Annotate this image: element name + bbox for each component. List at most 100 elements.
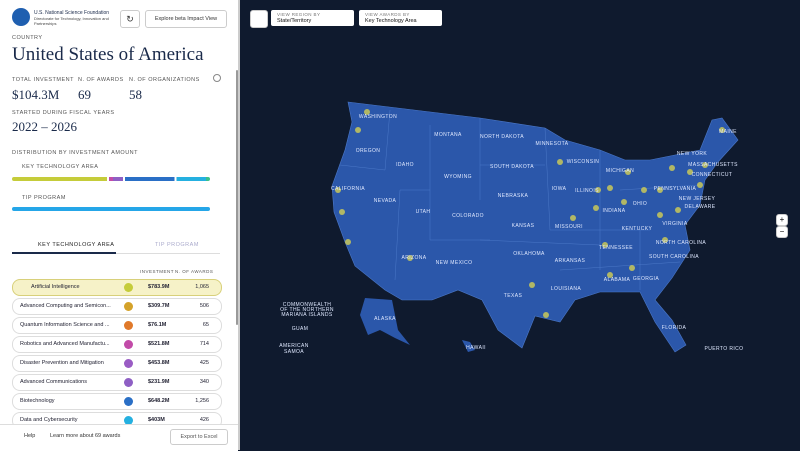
- years-label: STARTED DURING FISCAL YEARS: [12, 110, 115, 116]
- state-label: TEXAS: [504, 293, 523, 299]
- region-select[interactable]: VIEW REGION BY State/Territory: [271, 10, 354, 26]
- state-label: AMERICAN: [279, 343, 309, 349]
- tab-underline: [12, 252, 116, 254]
- row-awards: 1,256: [195, 398, 209, 404]
- us-mainland[interactable]: [331, 101, 739, 353]
- row-investment: $231.9M: [148, 379, 170, 385]
- row-awards: 1,065: [195, 284, 209, 290]
- scrollbar[interactable]: [236, 70, 238, 325]
- beta-button[interactable]: Explore beta Impact View: [145, 10, 227, 28]
- table-row[interactable]: Advanced Computing and Semicon... $309.7M…: [12, 298, 222, 315]
- column-header: INVESTMENT: [140, 269, 175, 274]
- state-label: OHIO: [633, 201, 647, 207]
- state-label: NEBRASKA: [498, 193, 529, 199]
- state-label: ARIZONA: [401, 255, 426, 261]
- help-link[interactable]: Help: [24, 433, 36, 439]
- state-label: MICHIGAN: [606, 168, 634, 174]
- row-investment: $783.9M: [148, 284, 170, 290]
- select-value: State/Territory: [277, 18, 312, 24]
- key-tech-label: KEY TECHNOLOGY AREA: [22, 164, 99, 170]
- alaska[interactable]: [360, 298, 410, 345]
- row-name: Data and Cybersecurity: [20, 417, 78, 423]
- state-label: GEORGIA: [633, 276, 659, 282]
- state-label: CONNECTICUT: [692, 172, 733, 178]
- table-row[interactable]: Quantum Information Science and ... $76.1…: [12, 317, 222, 334]
- column-header: N. OF AWARDS: [175, 269, 214, 274]
- row-swatch: [124, 340, 133, 349]
- side-panel: U.S. National Science Foundation Directo…: [0, 0, 240, 451]
- state-label: COLORADO: [452, 213, 484, 219]
- row-awards: 426: [199, 417, 209, 423]
- zoom-in[interactable]: +: [776, 214, 788, 226]
- state-label: TENNESSEE: [599, 245, 633, 251]
- learn-more-link[interactable]: Learn more about 69 awards: [50, 433, 121, 439]
- state-label: NEVADA: [374, 198, 397, 204]
- state-label: SOUTH CAROLINA: [649, 254, 699, 260]
- table-row[interactable]: Robotics and Advanced Manufactu... $521.8…: [12, 336, 222, 353]
- state-label: MINNESOTA: [536, 141, 569, 147]
- row-awards: 714: [199, 341, 209, 347]
- zoom-out[interactable]: −: [776, 226, 788, 238]
- hawaii[interactable]: [462, 340, 475, 352]
- row-name: Quantum Information Science and ...: [20, 322, 110, 328]
- stat-label: N. OF AWARDS: [78, 77, 124, 83]
- export-button[interactable]: Export to Excel: [170, 429, 228, 445]
- stat-label: TOTAL INVESTMENT: [12, 77, 74, 83]
- row-swatch: [124, 302, 133, 311]
- tab[interactable]: KEY TECHNOLOGY AREA: [38, 242, 115, 248]
- state-label: DELAWARE: [685, 204, 716, 210]
- state-label: MASSACHUSETTS: [688, 162, 738, 168]
- table-row[interactable]: Artificial Intelligence $783.9M 1,065: [12, 279, 222, 296]
- state-label: NORTH CAROLINA: [656, 240, 707, 246]
- tip-bar: [12, 207, 210, 211]
- state-label: WASHINGTON: [359, 114, 397, 120]
- org-name: U.S. National Science Foundation: [34, 10, 110, 16]
- state-label: OREGON: [356, 148, 381, 154]
- state-label: INDIANA: [602, 208, 625, 214]
- tab[interactable]: TIP PROGRAM: [155, 242, 199, 248]
- table-row[interactable]: Advanced Communications $231.9M 340: [12, 374, 222, 391]
- state-label: SOUTH DAKOTA: [490, 164, 534, 170]
- state-label: IOWA: [552, 186, 567, 192]
- row-investment: $648.2M: [148, 398, 170, 404]
- state-label: MARIANA ISLANDS: [281, 312, 333, 318]
- country-label: COUNTRY: [12, 35, 43, 41]
- state-label: WISCONSIN: [567, 159, 600, 165]
- state-label: ILLINOIS: [575, 188, 599, 194]
- state-label: MONTANA: [434, 132, 462, 138]
- state-label: OF THE NORTHERN: [280, 307, 334, 313]
- row-awards: 425: [199, 360, 209, 366]
- row-investment: $453.8M: [148, 360, 170, 366]
- row-investment: $76.1M: [148, 322, 167, 328]
- country: United States of America: [12, 44, 204, 65]
- row-name: Advanced Computing and Semicon...: [20, 303, 111, 309]
- select-label: VIEW REGION BY: [277, 12, 321, 17]
- select-label: VIEW AWARDS BY: [365, 12, 410, 17]
- state-label: ARKANSAS: [555, 258, 586, 264]
- award-markers: [335, 109, 725, 318]
- state-label: COMMONWEALTH: [283, 302, 332, 308]
- state-label: IDAHO: [396, 162, 414, 168]
- awards-select[interactable]: VIEW AWARDS BY Key Technology Area: [359, 10, 442, 26]
- stat-value: 69: [78, 87, 91, 102]
- table-row[interactable]: Biotechnology $648.2M 1,256: [12, 393, 222, 410]
- distribution-label: DISTRIBUTION BY INVESTMENT AMOUNT: [12, 150, 139, 156]
- map: WASHINGTON OREGON IDAHO MONTANA NORTH DAKOTA…: [279, 101, 744, 355]
- state-label: PUERTO RICO: [705, 346, 744, 352]
- table-row[interactable]: Disaster Prevention and Mitigation $453.8…: [12, 355, 222, 372]
- reset-button[interactable]: ↻: [120, 10, 140, 28]
- state-label: WYOMING: [444, 174, 472, 180]
- select-value: Key Technology Area: [365, 18, 417, 24]
- row-name: Artificial Intelligence: [31, 284, 80, 290]
- tab-divider: [116, 253, 220, 254]
- row-name: Robotics and Advanced Manufactu...: [20, 341, 110, 347]
- search-button[interactable]: [250, 10, 268, 28]
- info-icon[interactable]: [213, 74, 221, 82]
- row-name: Advanced Communications: [20, 379, 87, 385]
- state-label: HAWAII: [466, 345, 486, 351]
- row-investment: $521.8M: [148, 341, 170, 347]
- state-label: ALASKA: [374, 316, 396, 322]
- row-swatch: [124, 283, 133, 292]
- row-awards: 65: [202, 322, 209, 328]
